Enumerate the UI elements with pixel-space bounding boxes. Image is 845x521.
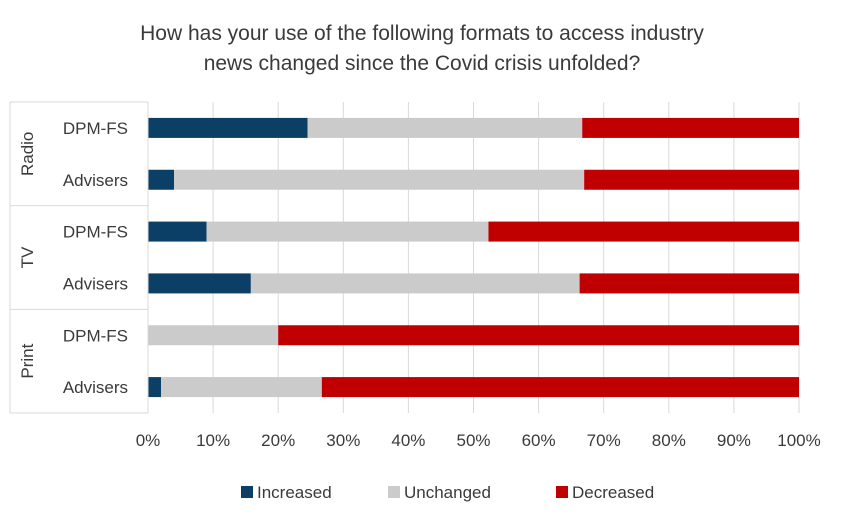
legend-swatch-decreased	[556, 486, 568, 498]
x-tick-label: 50%	[456, 431, 490, 450]
x-tick-label: 20%	[261, 431, 295, 450]
x-axis-tick-labels: 0% 10% 20% 30% 40% 50% 60% 70% 80% 90% 100%	[136, 431, 821, 450]
group-label: Radio	[18, 132, 37, 176]
group-label: TV	[18, 246, 37, 268]
x-tick-label: 100%	[777, 431, 820, 450]
category-label: Advisers	[63, 171, 128, 190]
chart-title-line: news changed since the Covid crisis unfo…	[204, 52, 641, 75]
gridlines	[147, 102, 800, 413]
x-tick-label: 30%	[326, 431, 360, 450]
bar-decreased-radio-advisers	[584, 169, 799, 190]
bar-unchanged-tv-dpm-fs	[206, 221, 489, 242]
bars	[148, 117, 799, 398]
legend-label-unchanged: Unchanged	[404, 483, 491, 502]
x-tick-label: 60%	[522, 431, 556, 450]
x-tick-label: 70%	[587, 431, 621, 450]
bar-decreased-print-dpm-fs	[278, 325, 799, 346]
bar-decreased-tv-advisers	[579, 273, 799, 294]
bar-decreased-print-advisers	[321, 377, 799, 398]
category-axis: Radio DPM-FS Advisers TV DPM-FS Advisers Print…	[9, 101, 149, 414]
category-label: Advisers	[63, 378, 128, 397]
legend-label-increased: Increased	[257, 483, 332, 502]
bar-unchanged-print-dpm-fs	[148, 325, 279, 346]
bar-increased-radio-dpm-fs	[148, 117, 308, 138]
category-label: Advisers	[63, 274, 128, 293]
chart-title-line: How has your use of the following format…	[140, 22, 704, 45]
legend-swatch-increased	[241, 486, 253, 498]
x-tick-label: 80%	[652, 431, 686, 450]
category-label: DPM-FS	[63, 326, 128, 345]
x-tick-label: 90%	[717, 431, 751, 450]
chart-title: How has your use of the following format…	[140, 22, 704, 75]
legend-swatch-unchanged	[388, 486, 400, 498]
bar-unchanged-tv-advisers	[250, 273, 580, 294]
bar-increased-print-advisers	[148, 377, 162, 398]
x-tick-label: 0%	[136, 431, 161, 450]
bar-unchanged-print-advisers	[161, 377, 322, 398]
bar-decreased-tv-dpm-fs	[488, 221, 799, 242]
group-label: Print	[18, 343, 37, 378]
bar-unchanged-radio-dpm-fs	[307, 117, 583, 138]
category-label: DPM-FS	[63, 119, 128, 138]
legend-label-decreased: Decreased	[572, 483, 654, 502]
x-tick-label: 10%	[196, 431, 230, 450]
x-tick-label: 40%	[391, 431, 425, 450]
legend: Increased Unchanged Decreased	[241, 483, 654, 502]
bar-increased-radio-advisers	[148, 169, 175, 190]
bar-unchanged-radio-advisers	[174, 169, 585, 190]
bar-increased-tv-dpm-fs	[148, 221, 207, 242]
category-label: DPM-FS	[63, 223, 128, 242]
bar-increased-tv-advisers	[148, 273, 251, 294]
bar-decreased-radio-dpm-fs	[582, 117, 799, 138]
